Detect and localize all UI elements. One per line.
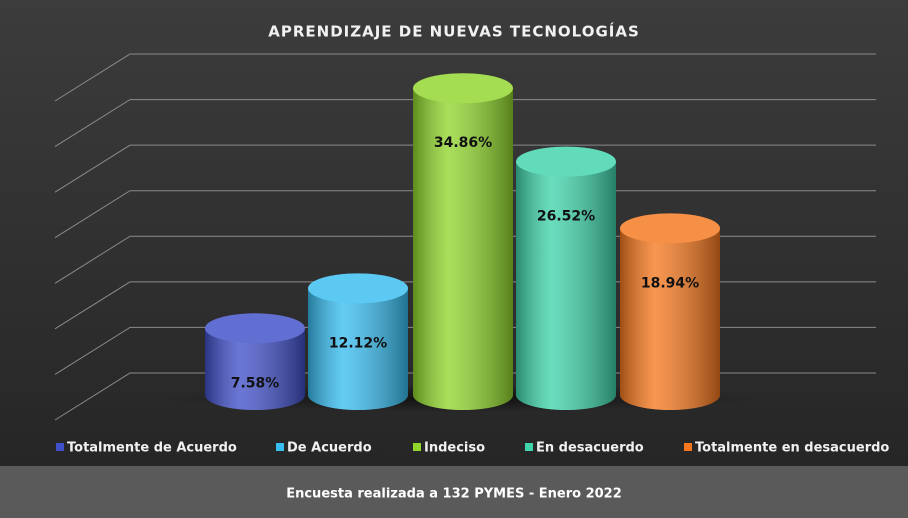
- cylinder-top: [205, 313, 305, 344]
- cylinder-top: [620, 213, 720, 244]
- grid-line: [54, 190, 876, 239]
- cylinder-top-highlight: [205, 313, 305, 344]
- legend-label: Totalmente en desacuerdo: [695, 441, 889, 456]
- footnote: Encuesta realizada a 132 PYMES - Enero 2…: [286, 487, 622, 502]
- cylinder-shading: [308, 288, 408, 410]
- cylinder-top-highlight: [516, 146, 616, 177]
- legend-swatch: [276, 443, 284, 451]
- cylinder-top: [308, 273, 408, 304]
- legend-label: Indeciso: [424, 441, 485, 456]
- chart-title: APRENDIZAJE DE NUEVAS TECNOLOGÍAS: [268, 22, 640, 41]
- cylinder-top: [413, 73, 513, 104]
- cylinder-shading: [516, 161, 616, 410]
- cylinder-shading: [620, 228, 720, 410]
- cylinder-top: [516, 146, 616, 177]
- legend-swatch: [684, 443, 692, 451]
- data-label: 26.52%: [537, 209, 595, 225]
- grid-line: [54, 99, 876, 147]
- footer-band: [0, 466, 908, 518]
- legend-swatch: [56, 443, 64, 451]
- data-label: 18.94%: [641, 275, 699, 291]
- grid-line: [54, 144, 876, 193]
- data-label: 34.86%: [434, 135, 492, 151]
- cylinder-shading: [413, 88, 513, 411]
- data-label: 7.58%: [231, 375, 280, 391]
- cylinder-top-highlight: [413, 73, 513, 104]
- legend-label: Totalmente de Acuerdo: [67, 441, 237, 456]
- cylinder-top-highlight: [620, 213, 720, 244]
- grid-line: [54, 53, 876, 102]
- cylinder-top-highlight: [308, 273, 408, 304]
- legend-swatch: [413, 443, 421, 451]
- legend-label: De Acuerdo: [287, 441, 372, 456]
- data-label: 12.12%: [329, 335, 387, 351]
- cylinder-shading: [205, 328, 305, 410]
- legend-swatch: [525, 443, 533, 451]
- legend-label: En desacuerdo: [536, 441, 644, 456]
